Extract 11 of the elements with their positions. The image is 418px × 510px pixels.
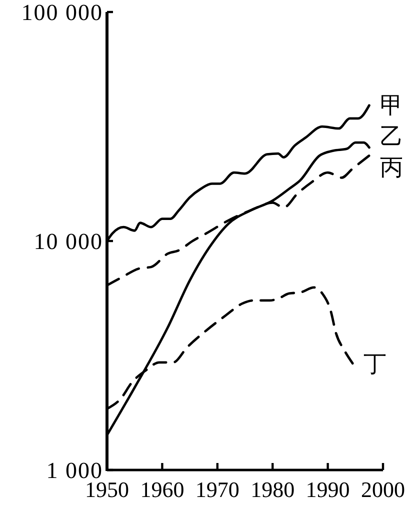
series-label: 丙	[380, 155, 404, 182]
x-tick-label: 1980	[250, 477, 295, 502]
x-tick-label: 1990	[306, 477, 350, 502]
y-tick-label: 10 000	[34, 229, 103, 254]
x-tick-label: 1970	[195, 477, 240, 502]
series-label: 丁	[364, 351, 387, 378]
series-label: 甲	[380, 93, 404, 120]
y-tick-label: 100 000	[21, 0, 103, 26]
x-tick-label: 1960	[140, 477, 184, 502]
series-label: 乙	[380, 124, 404, 150]
x-tick-label: 2000	[361, 477, 405, 502]
